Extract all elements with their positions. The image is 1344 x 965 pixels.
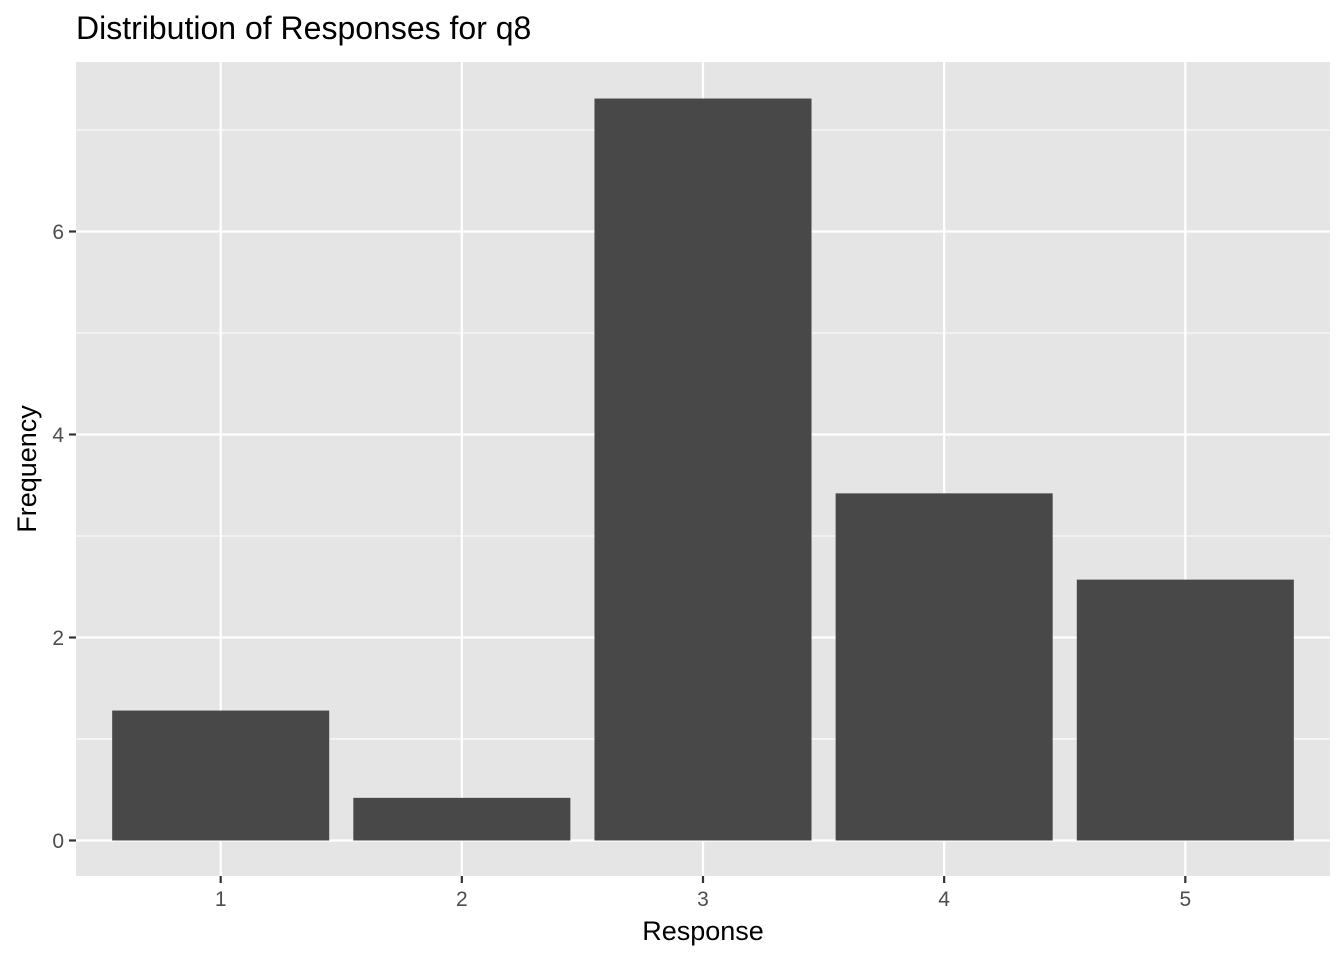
y-tick-label: 0	[52, 830, 64, 853]
bar-1	[112, 710, 330, 841]
bar-3	[594, 98, 812, 841]
x-axis: 1 2 3 4 5	[215, 876, 1191, 911]
x-tick-label: 1	[215, 888, 227, 911]
y-tick-label: 6	[52, 221, 64, 244]
bars-group	[112, 98, 1294, 841]
bar-2	[353, 797, 571, 841]
x-tick-label: 3	[697, 888, 709, 911]
chart-title: Distribution of Responses for q8	[76, 10, 531, 46]
bar-4	[835, 493, 1053, 841]
x-tick-label: 2	[456, 888, 468, 911]
y-axis: 0 2 4 6	[52, 221, 76, 853]
y-axis-title: Frequency	[12, 405, 42, 533]
x-axis-title: Response	[642, 916, 764, 946]
x-tick-label: 5	[1179, 888, 1191, 911]
bar-5	[1076, 579, 1294, 841]
x-tick-label: 4	[938, 888, 950, 911]
y-tick-label: 4	[52, 424, 64, 447]
y-tick-label: 2	[52, 627, 64, 650]
